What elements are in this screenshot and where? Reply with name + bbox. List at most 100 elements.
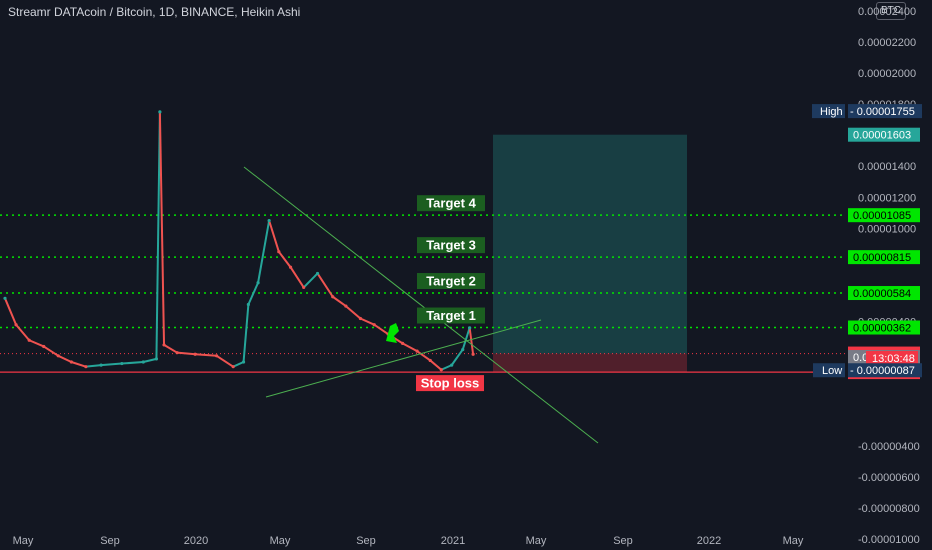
price-segment (195, 353, 217, 357)
price-point (69, 360, 73, 364)
chart-title: Streamr DATAcoin / Bitcoin, 1D, BINANCE,… (8, 5, 301, 19)
high-label-box (812, 104, 845, 119)
price-segment (163, 344, 178, 354)
price-tick-label: 0.00002200 (858, 37, 916, 49)
price-axis: 0.000024000.000022000.000020000.00001800… (858, 6, 920, 546)
target-label-box (417, 307, 485, 324)
stop-loss-label-box (416, 375, 484, 392)
price-point (471, 352, 475, 356)
stop-loss-label: Stop loss (421, 376, 480, 391)
target-label: Target 2 (426, 274, 476, 289)
time-tick-label: Sep (613, 535, 633, 547)
price-tags: High - 0.000017550.000016030.000010850.00… (812, 104, 922, 380)
price-segment (332, 295, 347, 307)
countdown-box (866, 351, 918, 365)
price-tag (848, 286, 920, 301)
price-tag-text: 0.00000815 (853, 252, 911, 264)
price-tag-text: 0.00001603 (853, 130, 911, 142)
time-tick-label: Sep (356, 535, 376, 547)
price-segment (289, 266, 305, 288)
price-point (331, 295, 335, 299)
price-segment (257, 220, 271, 283)
target-label-box (417, 237, 485, 254)
price-segment (28, 339, 45, 348)
price-point (175, 351, 179, 355)
price-segment (450, 348, 464, 366)
profit-zone (493, 134, 687, 354)
price-segment (143, 357, 157, 363)
price-tick-label: 0.00001000 (858, 223, 916, 235)
price-point (461, 347, 465, 352)
price-segment (57, 354, 72, 363)
price-point (277, 250, 281, 254)
currency-badge[interactable]: BTC (876, 2, 906, 20)
price-tick-label: 0.00001200 (858, 192, 916, 204)
price-point (358, 316, 363, 321)
price-point (231, 365, 235, 369)
price-segment (247, 282, 259, 305)
price-segment (216, 354, 234, 368)
low-label-box (813, 363, 845, 378)
target-label-box (417, 195, 485, 212)
time-tick-label: May (526, 535, 547, 547)
price-point (344, 304, 348, 308)
price-point (3, 296, 7, 300)
time-tick-label: 2022 (697, 535, 721, 547)
price-tag (848, 127, 920, 142)
price-segment (345, 305, 362, 320)
time-tick-label: May (783, 535, 804, 547)
price-point (439, 368, 443, 372)
price-segment (177, 351, 196, 356)
price-tag-text: 0.00000362 (853, 323, 911, 335)
price-tick-label: -0.00000800 (858, 503, 920, 515)
price-tick-label: -0.00001000 (858, 534, 920, 546)
high-price-text: - 0.00001755 (850, 106, 915, 118)
price-tag (848, 208, 920, 223)
price-point (302, 285, 306, 290)
price-segment (15, 324, 30, 341)
price-point (288, 265, 293, 269)
price-segment (278, 251, 292, 268)
position-tool[interactable] (493, 134, 687, 373)
trend-lines[interactable] (243, 166, 599, 444)
price-tick-label: 0.00002400 (858, 6, 916, 18)
price-point (158, 110, 162, 114)
price-series (3, 110, 475, 372)
price-tag (848, 250, 920, 265)
price-segment (268, 220, 280, 252)
price-point (141, 360, 145, 364)
countdown-text: 13:03:48 (872, 353, 915, 365)
price-point (56, 354, 60, 358)
price-point (428, 358, 432, 363)
price-segment (468, 327, 475, 355)
price-point (315, 271, 320, 276)
price-segment (101, 362, 122, 367)
price-segment (440, 364, 453, 371)
price-point (27, 338, 31, 342)
low-price-text: - 0.00000087 (850, 365, 915, 377)
price-segment (461, 327, 471, 350)
price-point (241, 360, 246, 364)
price-segment (158, 111, 166, 345)
time-tick-label: 2021 (441, 535, 465, 547)
price-point (14, 323, 18, 327)
price-segment (402, 342, 418, 353)
price-segment (85, 364, 102, 368)
time-tick-label: 2020 (184, 535, 208, 547)
low-price-tag (848, 363, 922, 378)
price-point (154, 357, 159, 361)
low-label: Low (822, 365, 842, 377)
price-point (162, 343, 166, 347)
price-tick-label: 0.00002000 (858, 68, 916, 80)
price-point (120, 361, 124, 366)
price-tick-label: -0.00000600 (858, 472, 920, 484)
target-label: Target 1 (426, 308, 476, 323)
price-point (468, 326, 472, 330)
price-point (372, 323, 376, 327)
time-tick-label: May (270, 535, 291, 547)
price-segment (232, 361, 244, 368)
ascending-trendline (265, 319, 542, 398)
descending-trendline (243, 166, 599, 444)
price-segment (71, 361, 87, 368)
